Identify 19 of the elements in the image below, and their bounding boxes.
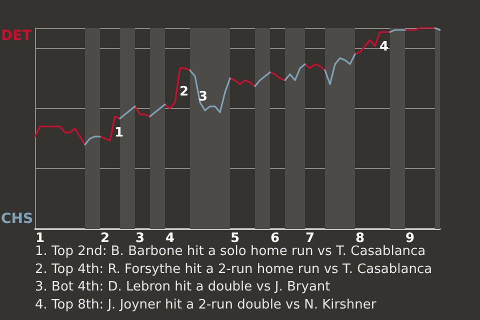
annotation: 1	[114, 126, 124, 140]
text: CHS	[1, 211, 34, 227]
x-tick-label: 8	[355, 231, 365, 246]
text: 3. Bot 4th: D. Lebron hit a double vs J. Bryant	[35, 280, 330, 295]
x-tick-label: 4	[165, 231, 175, 246]
x-tick-label: 2	[100, 231, 110, 246]
x-tick-label: 7	[305, 231, 315, 246]
x-tick-label: 3	[135, 231, 145, 246]
x-tick-label: 1	[35, 231, 45, 246]
text: 1. Top 2nd: B. Barbone hit a solo home run vs T. Casablanca	[35, 244, 426, 259]
text: 4. Top 8th: J. Joyner hit a 2-run double vs N. Kirshner	[35, 297, 377, 312]
x-tick-label: 5	[230, 231, 240, 246]
annotation: 4	[379, 40, 389, 54]
text: DET	[1, 28, 32, 44]
text: 2. Top 4th: R. Forsythe hit a 2-run home run vs T. Casablanca	[35, 262, 432, 277]
annotation: 3	[198, 90, 208, 104]
x-tick-label: 9	[405, 231, 415, 246]
annotation: 2	[179, 84, 189, 100]
x-tick-label: 6	[270, 231, 280, 246]
